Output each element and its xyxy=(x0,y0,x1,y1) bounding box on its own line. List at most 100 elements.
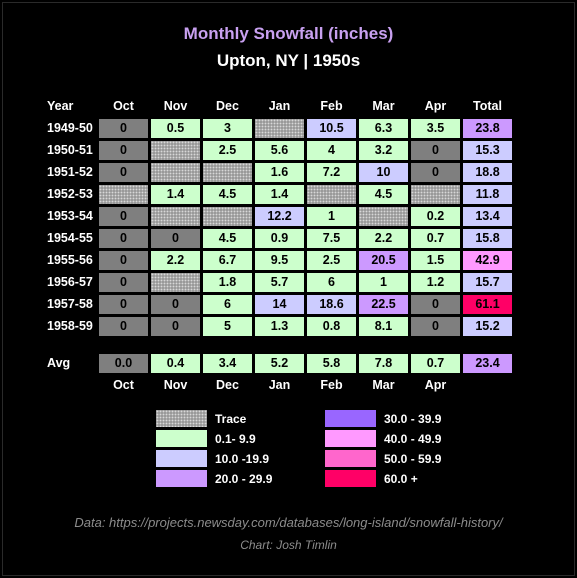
year-label: 1956-57 xyxy=(47,275,93,289)
table-row: 1958-59 0 0 5 1.3 0.8 8.1 0 15.2 xyxy=(47,317,512,336)
chart-title: Monthly Snowfall (inches) xyxy=(183,24,394,43)
year-label: 1958-59 xyxy=(47,319,93,333)
snowfall-cell: 0.2 xyxy=(411,207,460,226)
snowfall-cell: 10 xyxy=(359,163,408,182)
snowfall-cell: 0 xyxy=(99,251,148,270)
total-cell: 15.3 xyxy=(463,141,512,160)
table-row: 1952-53 1.4 4.5 1.4 4.5 11.8 xyxy=(47,185,512,204)
avg-cell: 7.8 xyxy=(359,354,408,373)
snowfall-cell: 1.4 xyxy=(151,185,200,204)
snowfall-cell: 0 xyxy=(99,207,148,226)
snowfall-cell: 0.9 xyxy=(255,229,304,248)
snowfall-cell: 1.2 xyxy=(411,273,460,292)
snowfall-cell: 4.5 xyxy=(203,185,252,204)
snowfall-cell: 1.5 xyxy=(411,251,460,270)
total-cell: 15.8 xyxy=(463,229,512,248)
snowfall-cell: 0.7 xyxy=(411,229,460,248)
legend-swatch-b60 xyxy=(325,470,376,487)
month-footer-oct: Oct xyxy=(113,378,134,392)
year-label: 1951-52 xyxy=(47,165,93,179)
snowfall-cell: 9.5 xyxy=(255,251,304,270)
month-header-mar: Mar xyxy=(372,99,395,113)
snowfall-cell: 14 xyxy=(255,295,304,314)
snowfall-cell: 2.5 xyxy=(307,251,356,270)
snowfall-cell xyxy=(151,141,200,160)
table-row: 1949-50 0 0.5 3 10.5 6.3 3.5 23.8 xyxy=(47,119,512,138)
snowfall-cell: 1.8 xyxy=(203,273,252,292)
total-cell: 13.4 xyxy=(463,207,512,226)
snowfall-cell xyxy=(203,207,252,226)
snowfall-cell: 2.5 xyxy=(203,141,252,160)
snowfall-cell: 6 xyxy=(307,273,356,292)
month-footer-row: Oct Nov Dec Jan Feb Mar Apr xyxy=(47,376,512,395)
snowfall-cell xyxy=(151,163,200,182)
legend-swatch-b20 xyxy=(156,470,207,487)
legend-swatch-b40 xyxy=(325,430,376,447)
snowfall-cell: 0 xyxy=(151,295,200,314)
snowfall-cell: 0 xyxy=(411,317,460,336)
table-row: 1956-57 0 1.8 5.7 6 1 1.2 15.7 xyxy=(47,273,512,292)
legend-row: 20.0 - 29.9 60.0 + xyxy=(156,470,492,487)
snowfall-cell: 4 xyxy=(307,141,356,160)
legend-row: Trace 30.0 - 39.9 xyxy=(156,410,492,427)
snowfall-cell: 4.5 xyxy=(359,185,408,204)
snowfall-cell: 3.5 xyxy=(411,119,460,138)
total-cell: 15.7 xyxy=(463,273,512,292)
snowfall-cell: 0 xyxy=(99,141,148,160)
legend-swatch-b50 xyxy=(325,450,376,467)
avg-label: Avg xyxy=(47,356,71,370)
snowfall-cell xyxy=(151,273,200,292)
snowfall-cell: 0 xyxy=(99,119,148,138)
legend-label: Trace xyxy=(215,411,247,426)
snowfall-cell xyxy=(255,119,304,138)
snowfall-table: Year Oct Nov Dec Jan Feb Mar Apr Total 1949-50 0 0.… xyxy=(44,94,515,398)
legend-row: 10.0 -19.9 50.0 - 59.9 xyxy=(156,450,492,467)
legend-label: 50.0 - 59.9 xyxy=(384,451,442,466)
year-label: 1952-53 xyxy=(47,187,93,201)
legend-swatch-b30 xyxy=(325,410,376,427)
month-footer-feb: Feb xyxy=(320,378,343,392)
snowfall-cell: 0 xyxy=(99,295,148,314)
legend-label: 10.0 -19.9 xyxy=(215,451,270,466)
month-footer-nov: Nov xyxy=(163,378,188,392)
snowfall-cell: 6 xyxy=(203,295,252,314)
data-source: Data: https://projects.newsday.com/datab… xyxy=(74,515,503,530)
month-footer-dec: Dec xyxy=(216,378,239,392)
avg-cell: 23.4 xyxy=(463,354,512,373)
snowfall-cell: 0 xyxy=(151,317,200,336)
year-label: 1953-54 xyxy=(47,209,93,223)
legend-label: 0.1- 9.9 xyxy=(215,431,256,446)
total-cell: 42.9 xyxy=(463,251,512,270)
footer-blank xyxy=(463,376,512,395)
month-footer-jan: Jan xyxy=(268,378,291,392)
month-header-oct: Oct xyxy=(113,99,134,113)
snowfall-cell xyxy=(203,163,252,182)
snowfall-cell: 20.5 xyxy=(359,251,408,270)
month-header-apr: Apr xyxy=(424,99,447,113)
total-cell: 18.8 xyxy=(463,163,512,182)
year-label: 1954-55 xyxy=(47,231,93,245)
spacer-row xyxy=(47,339,512,351)
month-header-nov: Nov xyxy=(163,99,188,113)
legend-swatch-b1 xyxy=(156,430,207,447)
snowfall-cell: 6.3 xyxy=(359,119,408,138)
table-row: 1957-58 0 0 6 14 18.6 22.5 0 61.1 xyxy=(47,295,512,314)
year-header: Year xyxy=(47,99,74,113)
snowfall-cell: 5.7 xyxy=(255,273,304,292)
total-cell: 15.2 xyxy=(463,317,512,336)
snowfall-cell: 0 xyxy=(151,229,200,248)
snowfall-cell: 0.5 xyxy=(151,119,200,138)
snowfall-cell: 22.5 xyxy=(359,295,408,314)
table-row: 1953-54 0 12.2 1 0.2 13.4 xyxy=(47,207,512,226)
snowfall-cell: 12.2 xyxy=(255,207,304,226)
snowfall-cell: 1 xyxy=(359,273,408,292)
snowfall-cell: 2.2 xyxy=(151,251,200,270)
avg-cell: 5.2 xyxy=(255,354,304,373)
legend-row: 0.1- 9.9 40.0 - 49.9 xyxy=(156,430,492,447)
avg-cell: 5.8 xyxy=(307,354,356,373)
avg-cell: 0.7 xyxy=(411,354,460,373)
month-header-dec: Dec xyxy=(216,99,239,113)
snowfall-cell: 7.5 xyxy=(307,229,356,248)
legend: Trace 30.0 - 39.9 0.1- 9.9 40.0 - 49.9 10.0 … xyxy=(154,407,494,490)
